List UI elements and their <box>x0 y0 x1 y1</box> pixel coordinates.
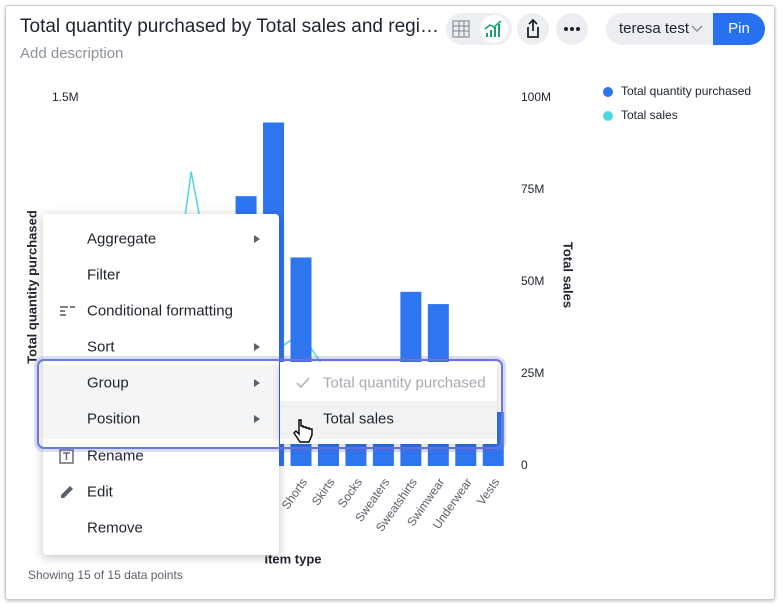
focus-outline <box>37 359 503 449</box>
table-icon[interactable] <box>452 20 470 38</box>
toolbar: teresa test Pin <box>446 13 765 45</box>
description[interactable]: Add description <box>20 45 124 62</box>
x-tick-label: Vests <box>474 476 502 508</box>
y2-tick-label: 0 <box>521 458 528 472</box>
y2-tick-label: 75M <box>521 182 544 196</box>
x-tick-label: Shorts <box>279 476 310 512</box>
chart-card <box>5 5 775 600</box>
pin-button[interactable] <box>713 13 765 45</box>
menu-item[interactable]: Sort <box>87 338 115 356</box>
x-tick-label: Skirts <box>309 476 338 509</box>
y-tick-label: 1.5M <box>52 90 79 104</box>
y2-axis-title: Total sales <box>561 242 576 308</box>
menu-item[interactable]: Group <box>87 374 129 392</box>
menu-highlight <box>43 365 279 439</box>
y-axis-title: Total quantity purchased <box>24 210 39 364</box>
menu-item[interactable]: Edit <box>87 483 113 501</box>
menu-item[interactable]: Remove <box>87 519 143 537</box>
dropdown-arrow <box>691 25 703 33</box>
submenu-item[interactable]: Total sales <box>323 410 394 428</box>
footer: Showing 15 of 15 data points <box>28 568 183 582</box>
legend-marker <box>603 111 613 121</box>
share-icon <box>527 18 539 38</box>
menu-item[interactable]: Filter <box>87 266 121 284</box>
title[interactable]: Total quantity purchased by Total sales … <box>20 16 439 37</box>
chart-icon[interactable] <box>484 20 502 37</box>
x-axis-title: item type <box>264 551 321 566</box>
pin-label[interactable]: Pin <box>728 20 750 37</box>
menu-item[interactable]: Conditional formatting <box>87 302 233 320</box>
user-name[interactable]: teresa test <box>619 20 690 37</box>
menu-item[interactable]: Rename <box>87 447 144 465</box>
y2-tick-label: 25M <box>521 366 544 380</box>
user-dropdown[interactable] <box>606 13 726 45</box>
more-icon <box>564 27 580 31</box>
y2-tick-label: 50M <box>521 274 544 288</box>
menu-item[interactable]: Position <box>87 410 141 428</box>
y2-tick-label: 100M <box>521 90 551 104</box>
legend-label: Total quantity purchased <box>621 84 751 98</box>
legend-label: Total sales <box>621 108 678 122</box>
menu-item[interactable]: Aggregate <box>87 230 157 248</box>
submenu-hover <box>280 401 497 439</box>
submenu-item[interactable]: Total quantity purchased <box>323 374 486 392</box>
legend-marker <box>603 87 613 97</box>
